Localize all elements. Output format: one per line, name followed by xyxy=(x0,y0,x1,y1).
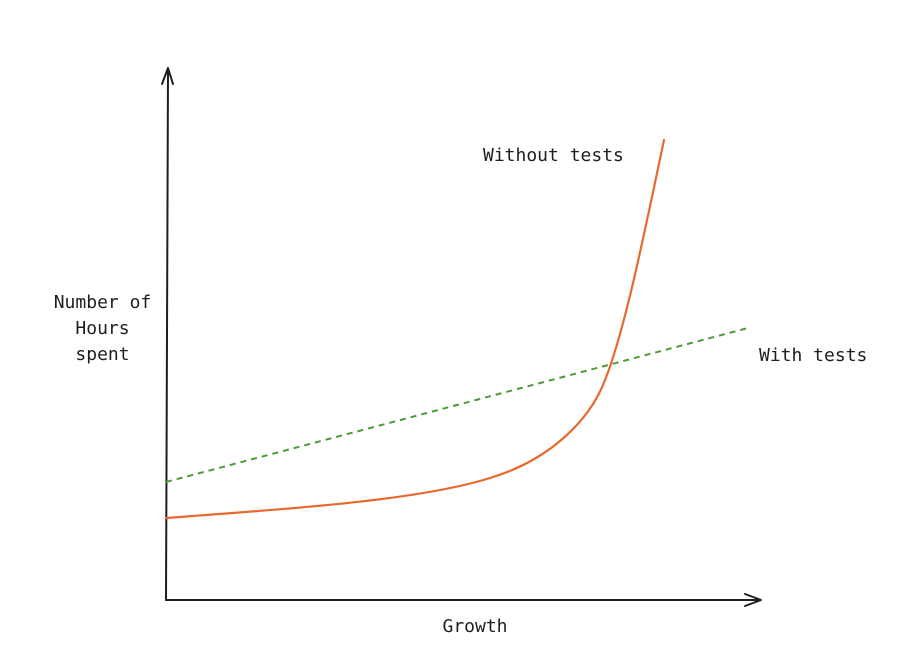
y-axis-line xyxy=(165,69,169,601)
y-axis-label-line-2: Hours xyxy=(75,318,130,339)
x-axis-arrowhead xyxy=(744,593,762,607)
y-axis-arrowhead xyxy=(161,67,174,85)
x-axis-label: Growth xyxy=(442,616,508,637)
with-tests-line xyxy=(165,327,749,483)
y-axis-label-line-1: Number of xyxy=(53,292,152,313)
y-axis-label: Number of Hours spent xyxy=(40,290,165,368)
without-tests-label: Without tests xyxy=(483,145,624,166)
without-tests-curve xyxy=(164,138,666,520)
with-tests-label: With tests xyxy=(759,345,868,366)
y-axis-label-line-3: spent xyxy=(75,344,130,365)
